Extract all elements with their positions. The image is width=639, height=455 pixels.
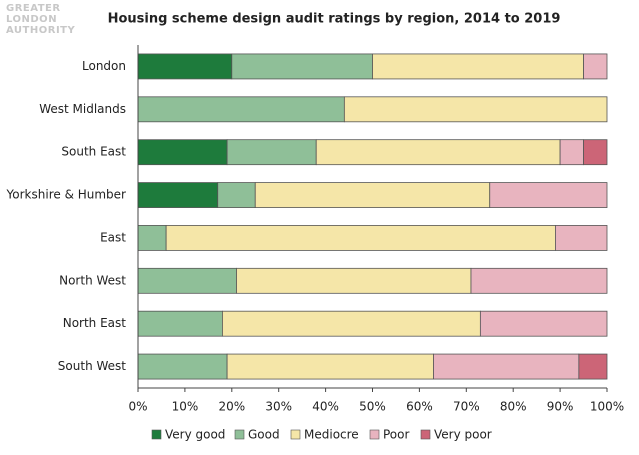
y-tick-label: London	[82, 59, 126, 73]
bar-segment	[315, 139, 561, 166]
bar-segment	[583, 139, 608, 166]
y-tick-label: South West	[58, 359, 126, 373]
y-tick-label: North West	[59, 273, 126, 287]
logo-text: LONDON	[6, 14, 57, 25]
bar-segment	[137, 182, 219, 208]
y-tick-label: East	[100, 230, 126, 244]
legend-swatch	[290, 429, 301, 440]
bar-segment	[470, 267, 608, 294]
legend-swatch	[420, 429, 431, 440]
y-tick-label: North East	[63, 316, 127, 330]
bar-segment	[254, 182, 491, 208]
bar-segment	[137, 353, 228, 380]
y-tick-label: South East	[61, 145, 126, 159]
bar-segment	[137, 96, 345, 123]
x-tick-label: 20%	[218, 400, 245, 414]
bar-segment	[137, 139, 228, 166]
bar-segment	[137, 53, 233, 80]
y-tick-label: Yorkshire & Humber	[6, 188, 127, 202]
x-tick-label: 40%	[312, 400, 339, 414]
legend-label: Very poor	[434, 428, 492, 442]
legend-label: Poor	[383, 428, 409, 442]
bar-segment	[559, 139, 584, 166]
bar-segment	[165, 225, 556, 251]
bar-segment	[137, 310, 223, 337]
bar-segment	[372, 53, 584, 80]
legend-swatch	[151, 429, 162, 440]
x-tick-label: 10%	[172, 400, 199, 414]
y-tick-label: West Midlands	[39, 102, 126, 116]
x-tick-label: 70%	[453, 400, 480, 414]
x-tick-label: 80%	[500, 400, 527, 414]
x-tick-label: 60%	[406, 400, 433, 414]
chart-title: Housing scheme design audit ratings by r…	[108, 12, 561, 27]
bar-segment	[226, 139, 317, 166]
bar-segment	[226, 353, 434, 380]
legend-label: Very good	[165, 428, 225, 442]
legend-swatch	[234, 429, 245, 440]
bar-segment	[217, 182, 256, 208]
logo-text: GREATER	[6, 3, 61, 14]
bar-segment	[583, 53, 608, 80]
bar-segment	[479, 310, 608, 337]
x-tick-label: 90%	[547, 400, 574, 414]
bar-segment	[489, 182, 608, 208]
bar-segment	[231, 53, 373, 80]
legend-label: Good	[248, 428, 280, 442]
x-tick-label: 100%	[590, 400, 624, 414]
bar-segment	[343, 96, 608, 123]
legend-swatch	[369, 429, 380, 440]
bar-segment	[433, 353, 580, 380]
bar-segment	[137, 225, 167, 251]
logo-text: AUTHORITY	[6, 25, 75, 36]
x-tick-label: 30%	[265, 400, 292, 414]
bar-segment	[578, 353, 608, 380]
x-tick-label: 0%	[128, 400, 147, 414]
bar-segment	[222, 310, 481, 337]
x-tick-label: 50%	[359, 400, 386, 414]
legend-label: Mediocre	[304, 428, 359, 442]
bar-segment	[555, 225, 608, 251]
bar-segment	[137, 267, 237, 294]
bar-segment	[236, 267, 472, 294]
